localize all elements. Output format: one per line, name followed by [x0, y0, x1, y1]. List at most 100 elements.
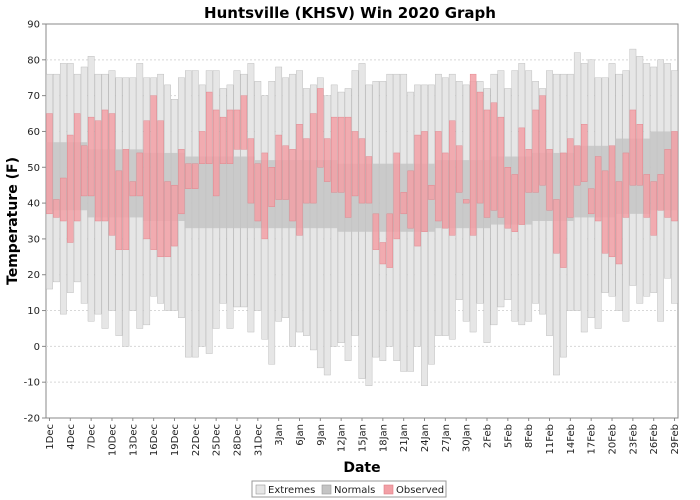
- normals-band: [46, 142, 88, 211]
- observed-bar: [67, 134, 74, 243]
- observed-bar: [553, 199, 560, 254]
- observed-bar: [657, 174, 664, 211]
- normals-band: [573, 145, 616, 218]
- observed-bar: [185, 163, 192, 189]
- x-tick-label: 8Feb: [524, 424, 535, 448]
- x-tick-label: 2Feb: [483, 424, 494, 448]
- observed-bar: [108, 113, 116, 236]
- extremes-bar: [365, 84, 373, 386]
- legend-label-normals: Normals: [334, 485, 375, 496]
- observed-bar: [643, 174, 650, 218]
- chart-title: Huntsville (KHSV) Win 2020 Graph: [204, 4, 496, 22]
- observed-bar: [463, 199, 470, 204]
- normals-band: [143, 152, 185, 221]
- x-axis-ticks: 1Dec 4Dec 7Dec 10Dec 13Dec 16Dec 19Dec 22Dec 25D…: [45, 418, 681, 456]
- observed-bar: [386, 213, 393, 268]
- y-tick-label: -10: [24, 378, 40, 389]
- observed-bar: [615, 181, 623, 265]
- observed-bar: [546, 149, 553, 211]
- observed-bar: [192, 163, 199, 189]
- observed-bar: [483, 109, 491, 218]
- y-tick-label: 60: [27, 127, 40, 138]
- legend: Extremes Normals Observed: [251, 480, 447, 498]
- observed-bar: [469, 73, 477, 236]
- x-tick-label: 3Jan: [274, 424, 285, 446]
- x-tick-label: 4Dec: [66, 424, 77, 450]
- observed-bar: [275, 134, 282, 200]
- observed-bar: [358, 138, 366, 204]
- x-tick-label: 12Jan: [337, 424, 348, 452]
- observed-bar: [456, 145, 463, 193]
- x-tick-label: 21Jan: [399, 424, 410, 452]
- observed-bar: [53, 199, 60, 218]
- observed-bar: [94, 120, 102, 222]
- observed-bar: [122, 149, 130, 250]
- x-tick-label: 17Feb: [587, 424, 598, 454]
- observed-bar: [518, 127, 525, 225]
- extremes-bar: [323, 95, 331, 376]
- observed-bar: [317, 88, 324, 168]
- observed-bar: [282, 145, 289, 200]
- observed-bar: [240, 95, 248, 150]
- x-tick-label: 19Dec: [170, 424, 181, 456]
- observed-bar: [254, 163, 261, 222]
- y-tick-label: 10: [27, 306, 40, 317]
- x-tick-label: 26Feb: [649, 424, 660, 454]
- observed-bar: [351, 131, 359, 197]
- observed-bar: [650, 181, 657, 236]
- observed-bar: [664, 149, 671, 218]
- observed-bar: [393, 152, 400, 240]
- observed-bar: [206, 91, 213, 164]
- observed-bar: [608, 145, 616, 258]
- normals-band: [490, 156, 533, 225]
- observed-bar: [101, 109, 109, 222]
- x-tick-label: 15Jan: [358, 424, 369, 452]
- observed-bar: [407, 170, 414, 229]
- y-tick-label: 80: [27, 55, 40, 66]
- y-tick-label: -20: [24, 414, 40, 425]
- observed-bar: [560, 152, 567, 268]
- observed-bar: [268, 167, 275, 207]
- x-axis-label: Date: [343, 460, 380, 476]
- observed-bar: [636, 124, 643, 186]
- x-tick-label: 30Jan: [462, 424, 473, 452]
- extremes-bar: [421, 84, 428, 386]
- observed-bar: [525, 149, 532, 193]
- observed-bar: [310, 113, 317, 204]
- observed-bar: [400, 192, 407, 215]
- observed-bar: [539, 95, 546, 186]
- observed-bar: [414, 134, 421, 247]
- observed-series: [46, 73, 678, 268]
- legend-swatch-observed: [383, 484, 394, 495]
- x-tick-label: 16Dec: [149, 424, 160, 456]
- x-tick-label: 28Dec: [232, 424, 243, 456]
- x-tick-label: 25Dec: [212, 424, 223, 456]
- x-tick-label: 11Feb: [545, 424, 556, 454]
- observed-bar: [303, 138, 310, 204]
- observed-bar: [60, 177, 67, 222]
- observed-bar: [532, 109, 539, 193]
- observed-bar: [164, 181, 171, 258]
- x-tick-label: 1Dec: [45, 424, 56, 450]
- x-tick-label: 22Dec: [191, 424, 202, 456]
- observed-bar: [337, 116, 345, 193]
- observed-bar: [136, 152, 143, 197]
- x-tick-label: 10Dec: [107, 424, 118, 456]
- observed-bar: [365, 156, 373, 204]
- x-tick-label: 18Jan: [378, 424, 389, 452]
- observed-bar: [331, 116, 338, 193]
- x-tick-label: 24Jan: [420, 424, 431, 452]
- y-axis-label: Temperature (F): [5, 157, 21, 285]
- observed-bar: [74, 113, 81, 222]
- observed-bar: [372, 213, 380, 250]
- observed-bar: [601, 170, 609, 254]
- observed-bar: [143, 120, 150, 240]
- observed-bar: [622, 152, 630, 218]
- observed-bar: [233, 109, 241, 150]
- y-tick-label: 0: [34, 342, 40, 353]
- x-tick-label: 14Feb: [566, 424, 577, 454]
- observed-bar: [344, 116, 352, 218]
- observed-bar: [497, 116, 505, 218]
- observed-bar: [504, 167, 512, 229]
- observed-bar: [171, 184, 178, 247]
